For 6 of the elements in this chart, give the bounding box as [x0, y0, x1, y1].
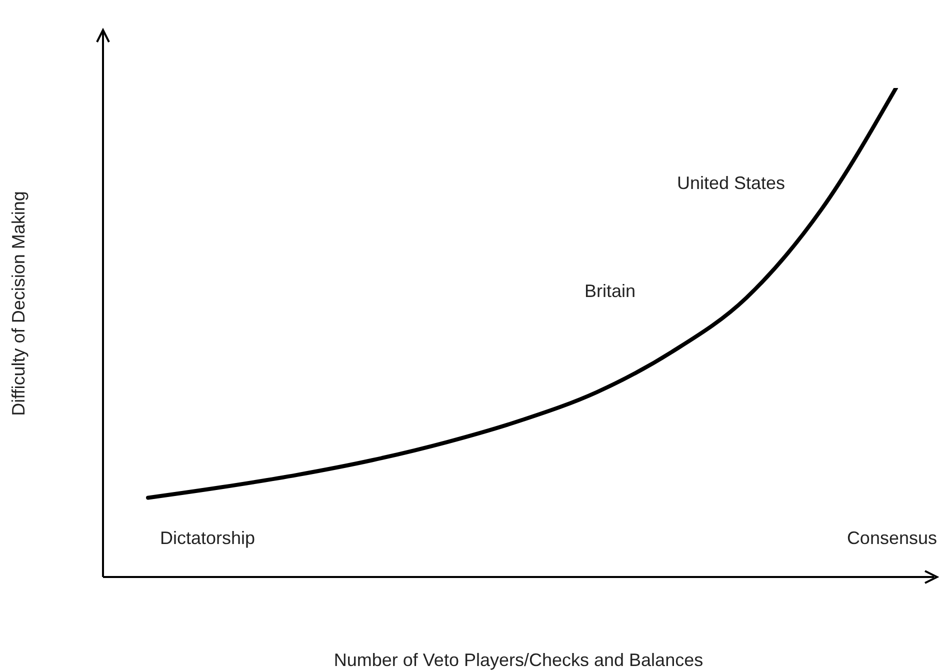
annotation: United States — [676, 173, 786, 193]
y-axis-title: Difficulty of Decision Making — [8, 191, 28, 416]
annotation: Dictatorship — [160, 528, 256, 548]
annotation: Britain — [584, 281, 636, 301]
x-axis-title: Number of Veto Players/Checks and Balances — [334, 650, 704, 670]
annotation: Consensus — [846, 528, 937, 548]
